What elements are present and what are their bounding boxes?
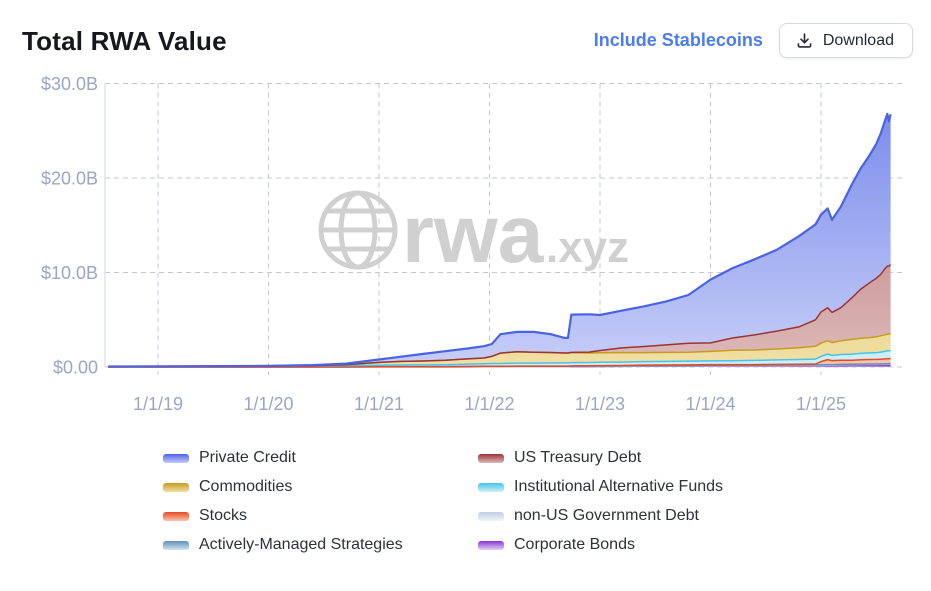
legend-swatch-icon (163, 540, 189, 550)
line-US Treasury Debt (108, 263, 892, 368)
line-Institutional Alternative Funds (108, 349, 891, 368)
watermark-suffix: .xyz (546, 223, 629, 272)
x-axis-tick-label: 1/1/25 (796, 394, 846, 414)
x-axis-tick-label: 1/1/20 (243, 394, 293, 414)
x-axis-tick-label: 1/1/22 (464, 394, 514, 414)
legend-label: Actively-Managed Strategies (199, 536, 403, 553)
x-axis-tick-label: 1/1/23 (575, 394, 625, 414)
legend-label: Commodities (199, 478, 293, 495)
legend-swatch-icon (478, 453, 504, 463)
legend-label: Corporate Bonds (514, 536, 635, 553)
legend-swatch-icon (478, 511, 504, 521)
legend-label: Stocks (199, 507, 248, 524)
page-title: Total RWA Value (22, 26, 227, 56)
legend-swatch-icon (163, 453, 189, 463)
area-Commodities (108, 333, 891, 367)
legend-label: non-US Government Debt (514, 507, 699, 524)
x-axis-tick-label: 1/1/21 (354, 394, 404, 414)
chart-legend: Private Credit US Treasury Debt Commoditie… (163, 448, 813, 555)
chart-header: Total RWA Value Include Stablecoins Down… (0, 0, 931, 66)
legend-item-commodities[interactable]: Commodities (163, 477, 476, 497)
legend-item-corporate-bonds[interactable]: Corporate Bonds (478, 535, 813, 555)
legend-item-actively-managed-strategies[interactable]: Actively-Managed Strategies (163, 535, 476, 555)
legend-item-us-treasury-debt[interactable]: US Treasury Debt (478, 448, 813, 468)
legend-label: Private Credit (199, 449, 296, 466)
y-axis-tick-label: $20.0B (41, 168, 98, 188)
legend-swatch-icon (478, 540, 504, 550)
legend-label: Institutional Alternative Funds (514, 478, 724, 495)
area-Institutional Alternative Funds (108, 350, 891, 367)
line-Stocks (108, 357, 891, 368)
include-stablecoins-toggle[interactable]: Include Stablecoins (593, 30, 763, 50)
y-axis-tick-label: $0.00 (53, 357, 98, 377)
watermark-text: rwa (402, 189, 545, 280)
legend-swatch-icon (163, 482, 189, 492)
legend-swatch-icon (478, 482, 504, 492)
legend-swatch-icon (163, 511, 189, 521)
area-Private Credit (108, 113, 891, 367)
legend-item-private-credit[interactable]: Private Credit (163, 448, 476, 468)
line-Private Credit (108, 112, 892, 368)
rwa-xyz-watermark: rwa .xyz (318, 189, 629, 280)
x-axis-tick-label: 1/1/24 (685, 394, 735, 414)
legend-item-non-us-government-debt[interactable]: non-US Government Debt (478, 506, 813, 526)
legend-label: US Treasury Debt (514, 449, 642, 466)
legend-item-institutional-alternative-funds[interactable]: Institutional Alternative Funds (478, 477, 813, 497)
download-button-label: Download (822, 31, 894, 49)
y-axis-tick-label: $30.0B (41, 74, 98, 94)
legend-item-stocks[interactable]: Stocks (163, 506, 476, 526)
download-icon (795, 31, 814, 50)
download-button[interactable]: Download (778, 23, 913, 58)
x-axis-tick-label: 1/1/19 (133, 394, 183, 414)
y-axis-tick-label: $10.0B (41, 263, 98, 283)
